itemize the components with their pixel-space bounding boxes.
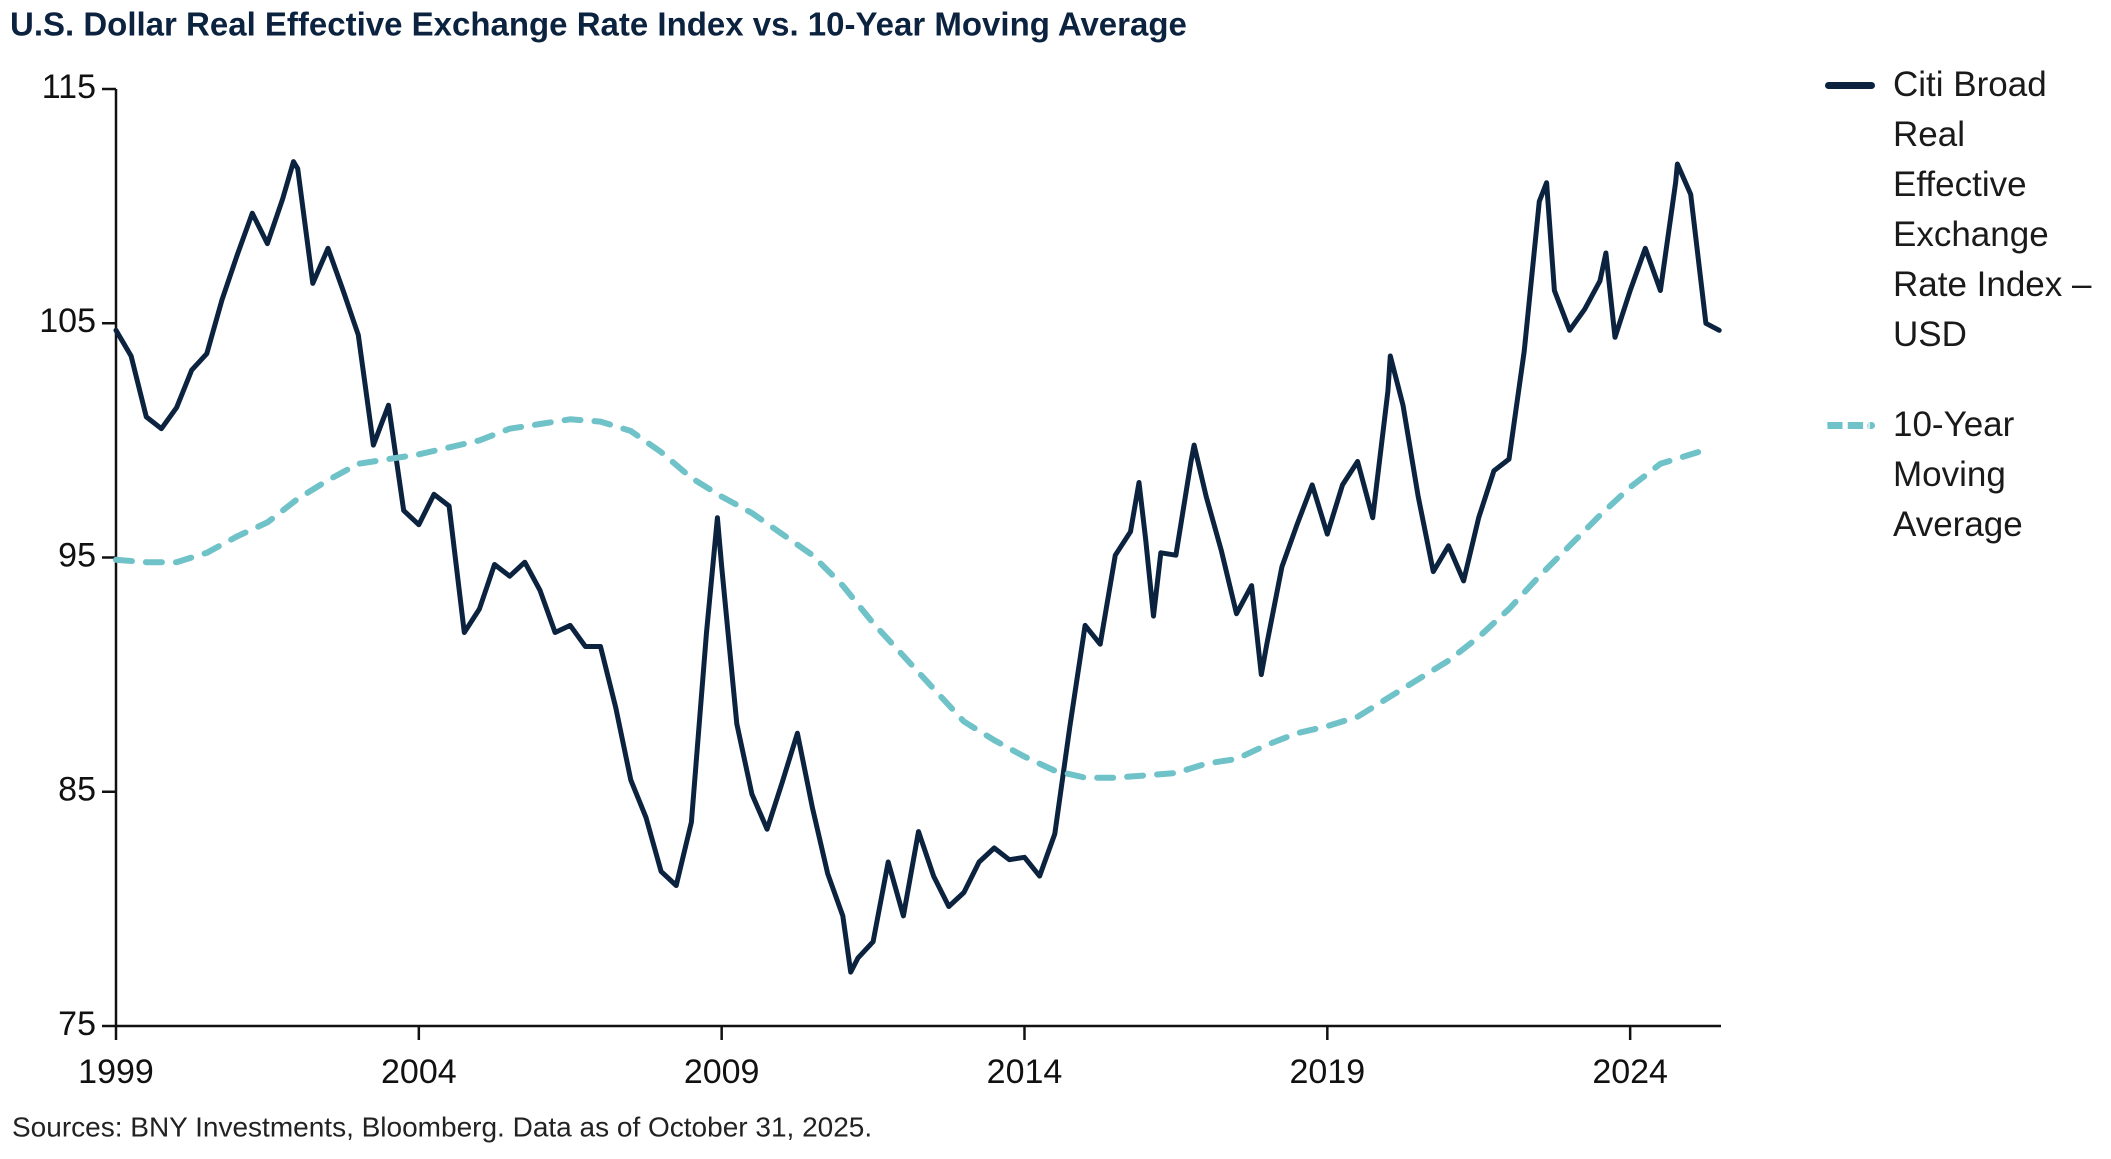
series-line [113, 416, 1709, 781]
y-tick-label: 105 [39, 302, 96, 340]
y-tick-label: 95 [58, 536, 96, 574]
legend-label: 10-Year Moving Average [1893, 405, 2023, 544]
source-note: Sources: BNY Investments, Bloomberg. Dat… [12, 1111, 872, 1142]
y-tick-label: 85 [58, 771, 96, 809]
legend-swatch [1825, 82, 1875, 89]
legend-label: Citi Broad Real Effective Exchange Rate … [1893, 65, 2092, 354]
series-line [113, 159, 1722, 975]
x-tick-label: 2014 [987, 1053, 1063, 1091]
y-tick-label: 75 [58, 1005, 96, 1043]
legend-swatch [1825, 422, 1875, 429]
chart-title: U.S. Dollar Real Effective Exchange Rate… [10, 6, 1187, 43]
y-tick-label: 115 [42, 68, 96, 106]
x-tick-label: 1999 [78, 1053, 154, 1091]
x-tick-label: 2024 [1592, 1053, 1668, 1091]
x-tick-label: 2019 [1290, 1053, 1366, 1091]
x-tick-label: 2004 [381, 1053, 457, 1091]
x-tick-label: 2009 [684, 1053, 760, 1091]
